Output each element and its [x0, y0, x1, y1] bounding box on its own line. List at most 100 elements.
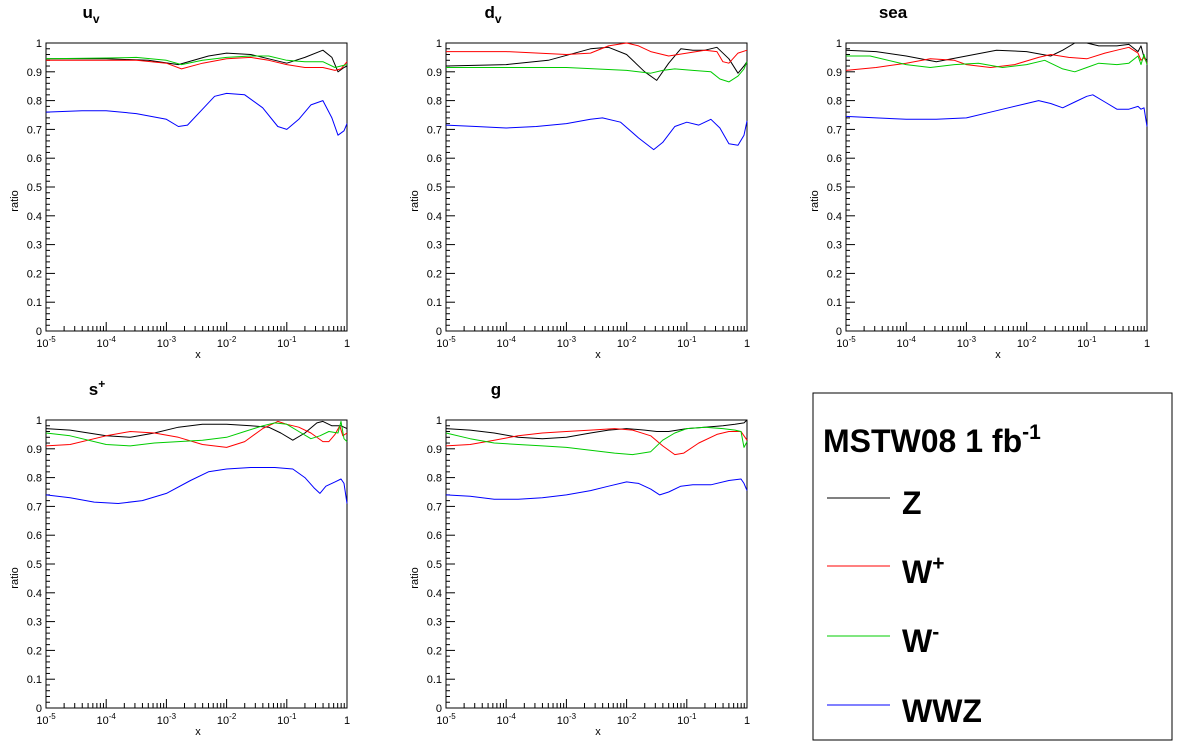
x-tick-label: 10-5 — [36, 335, 56, 350]
y-tick-label: 0.4 — [427, 588, 442, 600]
series-line-z — [445, 46, 748, 81]
x-tick-label: 10-5 — [36, 712, 56, 727]
y-tick-label: 0.6 — [427, 153, 442, 165]
y-tick-label: 0.6 — [27, 153, 42, 165]
y-tick-label: 0.7 — [27, 124, 42, 136]
y-tick-label: 0 — [36, 326, 42, 338]
panel-title: s+ — [89, 377, 105, 399]
series-line-wwz — [845, 94, 1148, 127]
panels-layer: uv 0 0.1 0.2 0.3 0.4 0.5 0.6 0.7 0.8 0.9 1 10-5 10-4 1… — [9, 3, 1150, 738]
panel-5: g 0 0.1 0.2 0.3 0.4 0.5 0.6 0.7 0.8 0.9 1 10-5 10-4 10… — [409, 380, 750, 738]
y-tick-label: 0.1 — [427, 297, 442, 309]
y-tick-label: 1 — [436, 38, 442, 50]
y-tick-label: 0.7 — [827, 124, 842, 136]
y-tick-label: 0.2 — [27, 268, 42, 280]
x-axis-label: x — [595, 349, 601, 361]
y-tick-label: 0.9 — [27, 444, 42, 456]
x-tick-label: 10-4 — [97, 335, 117, 350]
series-line-wminus — [446, 61, 748, 83]
y-tick-label: 0.6 — [27, 530, 42, 542]
x-tick-label: 10-5 — [436, 712, 456, 727]
series-line-wplus — [45, 420, 348, 448]
y-tick-label: 0.8 — [27, 473, 42, 485]
series-line-wplus — [446, 42, 748, 64]
x-tick-label: 10-4 — [97, 712, 117, 727]
y-tick-label: 0.5 — [27, 182, 42, 194]
series-line-wplus — [445, 428, 748, 456]
y-tick-label: 0.2 — [827, 268, 842, 280]
panel-2: dv 0 0.1 0.2 0.3 0.4 0.5 0.6 0.7 0.8 0.9 1 10-5 10-4 1… — [409, 3, 750, 361]
y-tick-label: 0.8 — [427, 473, 442, 485]
y-tick-label: 0.1 — [427, 674, 442, 686]
panel-1: uv 0 0.1 0.2 0.3 0.4 0.5 0.6 0.7 0.8 0.9 1 10-5 10-4 1… — [9, 3, 350, 361]
panel-4: s+ 0 0.1 0.2 0.3 0.4 0.5 0.6 0.7 0.8 0.9 1 10-5 10-4 1… — [9, 377, 350, 738]
series-line-wwz — [445, 478, 748, 500]
y-tick-label: 0.1 — [827, 297, 842, 309]
y-tick-label: 0.7 — [427, 501, 442, 513]
panel-title: dv — [484, 3, 501, 26]
panel-title: g — [491, 380, 501, 399]
y-axis-label: ratio — [9, 190, 21, 211]
x-tick-label: 10-4 — [497, 712, 517, 727]
y-tick-label: 0.9 — [827, 67, 842, 79]
series-line-wwz — [445, 117, 748, 151]
y-tick-label: 0.5 — [427, 182, 442, 194]
x-tick-label: 10-3 — [957, 335, 977, 350]
y-tick-label: 0 — [436, 703, 442, 715]
y-tick-label: 0.8 — [427, 96, 442, 108]
x-tick-label: 1 — [744, 338, 750, 350]
x-axis-label: x — [195, 726, 201, 738]
y-tick-label: 0.4 — [27, 211, 42, 223]
x-tick-label: 10-2 — [617, 335, 637, 350]
y-tick-label: 0.5 — [427, 559, 442, 571]
x-tick-label: 1 — [744, 715, 750, 727]
x-tick-label: 10-4 — [497, 335, 517, 350]
legend-label-z: Z — [902, 485, 922, 521]
x-tick-label: 1 — [344, 715, 350, 727]
series-line-wminus — [45, 55, 348, 68]
series-line-wwz — [45, 467, 348, 504]
legend-label-wplus: W+ — [902, 552, 944, 590]
series-line-wwz — [45, 92, 348, 136]
legend-box: MSTW08 1 fb-1 Z W+ W- WWZ — [812, 392, 1173, 741]
x-tick-label: 10-5 — [836, 335, 856, 350]
y-tick-label: 0.3 — [427, 240, 442, 252]
y-axis-label: ratio — [9, 567, 21, 588]
panel-title: uv — [82, 3, 99, 26]
y-tick-label: 0.2 — [27, 645, 42, 657]
y-tick-label: 0.2 — [427, 268, 442, 280]
legend-title: MSTW08 1 fb-1 — [823, 421, 1041, 459]
y-tick-label: 0.3 — [27, 617, 42, 629]
x-tick-label: 10-3 — [157, 712, 177, 727]
x-tick-label: 10-2 — [217, 335, 237, 350]
x-tick-label: 1 — [1144, 338, 1150, 350]
y-tick-label: 0.8 — [27, 96, 42, 108]
y-axis-label: ratio — [409, 567, 421, 588]
x-tick-label: 10-3 — [557, 712, 577, 727]
y-tick-label: 0.2 — [427, 645, 442, 657]
y-tick-label: 0.4 — [27, 588, 42, 600]
panel-3: sea 0 0.1 0.2 0.3 0.4 0.5 0.6 0.7 0.8 0.9 1 10-5 10-4… — [809, 3, 1150, 361]
x-axis-label: x — [195, 349, 201, 361]
series-line-z — [845, 42, 1148, 63]
legend-label-wwz: WWZ — [902, 693, 982, 729]
x-tick-label: 10-2 — [1017, 335, 1037, 350]
x-tick-label: 1 — [344, 338, 350, 350]
y-tick-label: 1 — [36, 38, 42, 50]
series-line-wminus — [445, 426, 748, 456]
series-line-wplus — [46, 56, 348, 71]
y-tick-label: 0 — [436, 326, 442, 338]
y-tick-label: 0.9 — [427, 67, 442, 79]
y-tick-label: 0.3 — [427, 617, 442, 629]
y-tick-label: 0.4 — [427, 211, 442, 223]
y-tick-label: 0.9 — [427, 444, 442, 456]
x-tick-label: 10-3 — [557, 335, 577, 350]
y-tick-label: 0.5 — [827, 182, 842, 194]
y-tick-label: 1 — [36, 415, 42, 427]
legend-label-wminus: W- — [902, 621, 939, 659]
x-tick-label: 10-1 — [277, 712, 297, 727]
y-tick-label: 0 — [36, 703, 42, 715]
x-tick-label: 10-1 — [1077, 335, 1097, 350]
y-tick-label: 0 — [836, 326, 842, 338]
